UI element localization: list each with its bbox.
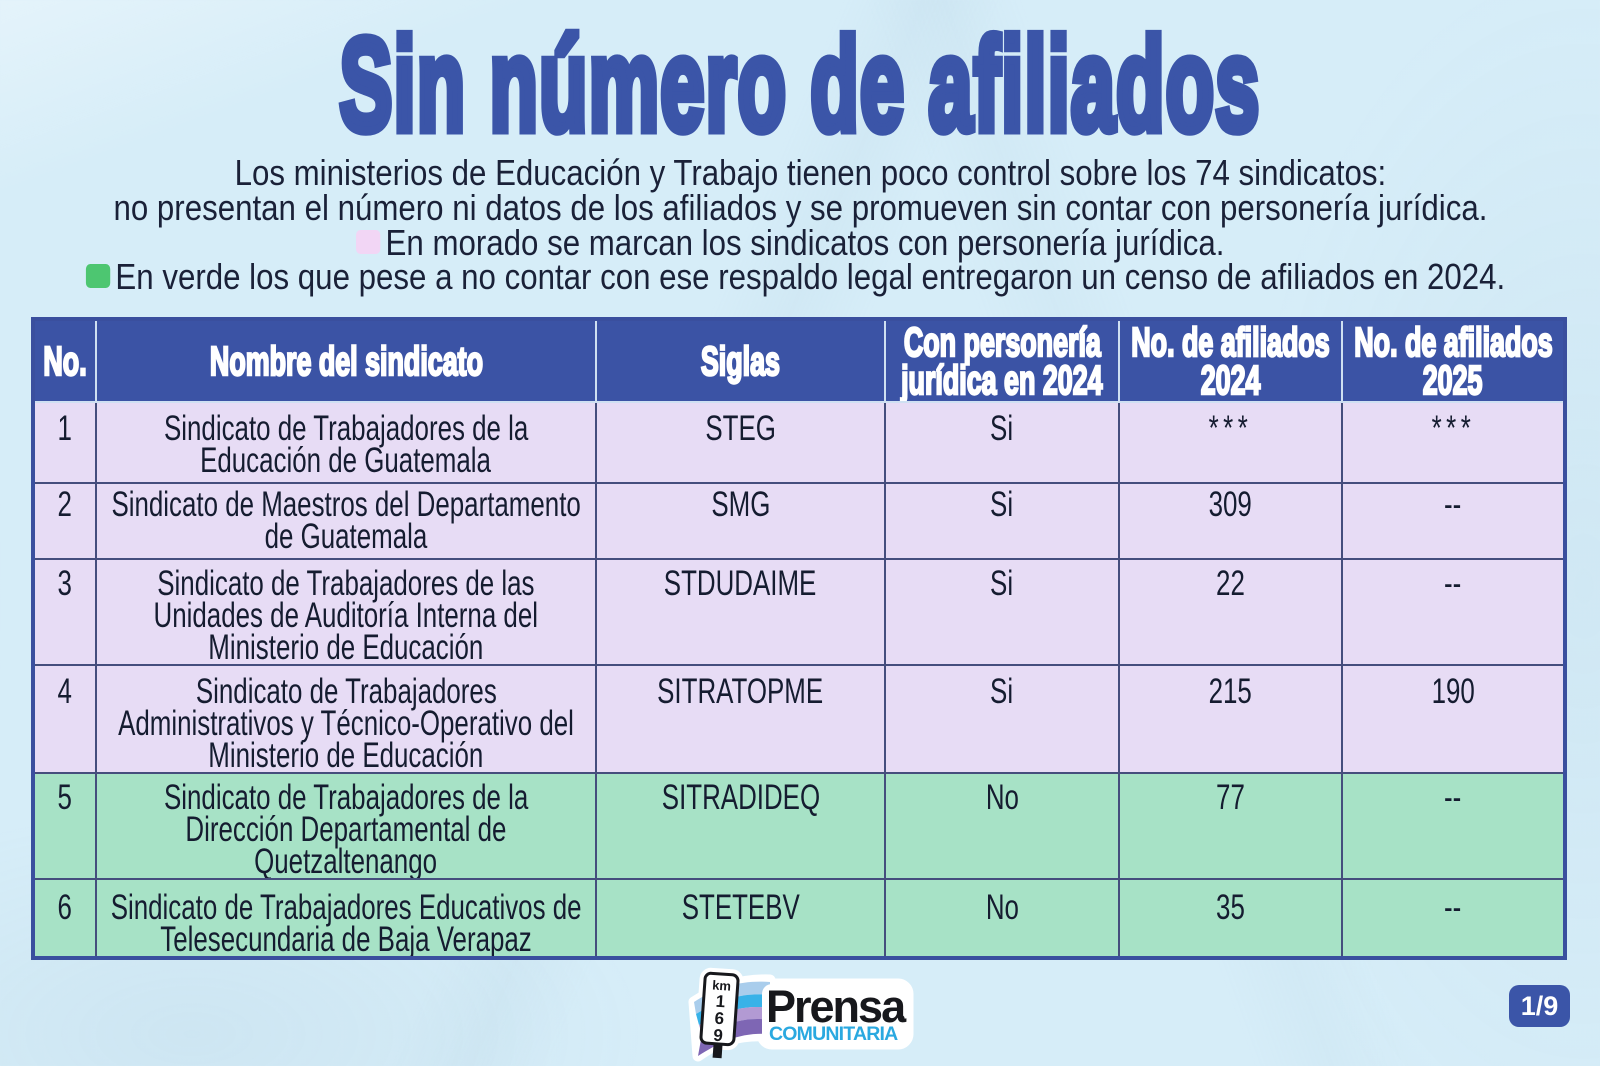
svg-text:COMUNITARIA: COMUNITARIA xyxy=(769,1023,898,1045)
svg-text:6: 6 xyxy=(714,1009,725,1029)
svg-text:9: 9 xyxy=(713,1026,724,1046)
svg-text:1: 1 xyxy=(715,992,726,1012)
svg-text:km: km xyxy=(712,977,732,993)
svg-text:Prensa: Prensa xyxy=(766,981,907,1032)
